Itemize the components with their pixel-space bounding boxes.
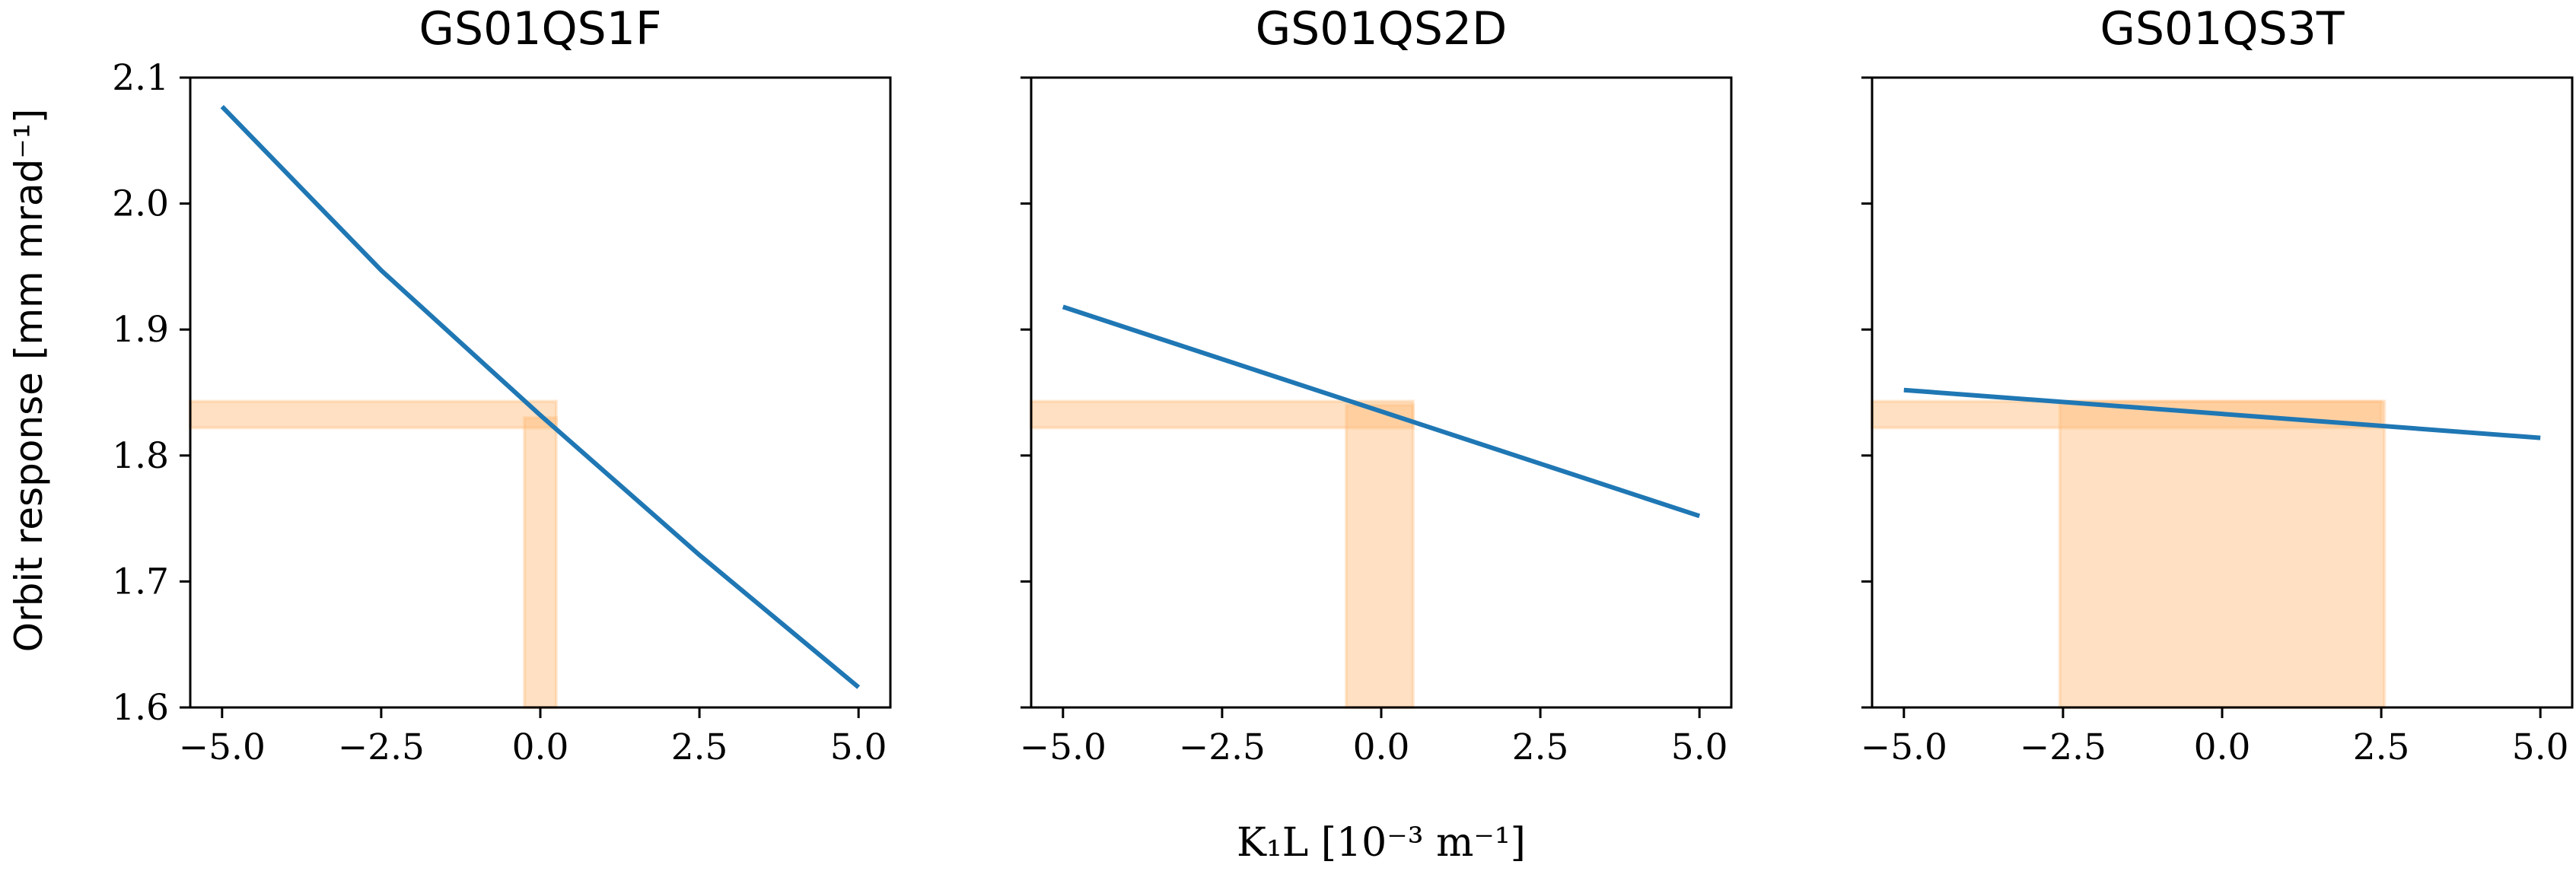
- x-tick-label: 5.0: [830, 726, 887, 768]
- panel-title: GS01QS3T: [2100, 2, 2344, 56]
- x-tick-label: −2.5: [2020, 726, 2106, 768]
- x-axis-label: K₁L [10⁻³ m⁻¹]: [1237, 820, 1526, 866]
- y-tick-label: 2.0: [112, 183, 169, 225]
- x-tick-label: −2.5: [338, 726, 425, 768]
- x-tick-label: 0.0: [2194, 726, 2251, 768]
- x-tick-label: −5.0: [179, 726, 266, 768]
- panel-1: −5.0 −2.5 0.0 2.5 5.0 1.6 1.7 1.8 1.9 2.0 2.1 GS01Q…: [112, 2, 890, 768]
- x-tick-label: 5.0: [1671, 726, 1728, 768]
- panel-title: GS01QS1F: [419, 2, 662, 56]
- x-tick-label: 2.5: [671, 726, 728, 768]
- panel-3: −5.0 −2.5 0.0 2.5 5.0 GS01QS3T: [1861, 2, 2572, 768]
- vertical-uncertainty-band: [2060, 402, 2385, 707]
- x-tick-label: −5.0: [1020, 726, 1107, 768]
- x-tick-label: 5.0: [2512, 726, 2569, 768]
- panel-2: −5.0 −2.5 0.0 2.5 5.0 GS01QS2D: [1020, 2, 1731, 768]
- x-tick-label: 2.5: [2353, 726, 2410, 768]
- x-tick-label: 0.0: [1353, 726, 1410, 768]
- x-tick-label: 2.5: [1512, 726, 1569, 768]
- figure: −5.0 −2.5 0.0 2.5 5.0 1.6 1.7 1.8 1.9 2.0 2.1 GS01Q…: [0, 0, 2576, 871]
- vertical-uncertainty-band: [1346, 405, 1413, 707]
- y-tick-label: 1.7: [112, 561, 169, 602]
- y-tick-label: 1.6: [112, 687, 169, 729]
- x-tick-label: 0.0: [512, 726, 569, 768]
- y-tick-label: 1.9: [112, 309, 169, 351]
- y-tick-label: 2.1: [112, 57, 169, 99]
- x-tick-label: −2.5: [1179, 726, 1266, 768]
- horizontal-uncertainty-band: [190, 402, 556, 428]
- x-tick-label: −5.0: [1861, 726, 1947, 768]
- y-tick-label: 1.8: [112, 435, 169, 477]
- vertical-uncertainty-band: [524, 418, 556, 707]
- y-axis-label: Orbit response [mm mrad⁻¹]: [7, 109, 51, 652]
- panels: −5.0 −2.5 0.0 2.5 5.0 1.6 1.7 1.8 1.9 2.0 2.1 GS01Q…: [112, 2, 2572, 768]
- panel-title: GS01QS2D: [1256, 2, 1508, 56]
